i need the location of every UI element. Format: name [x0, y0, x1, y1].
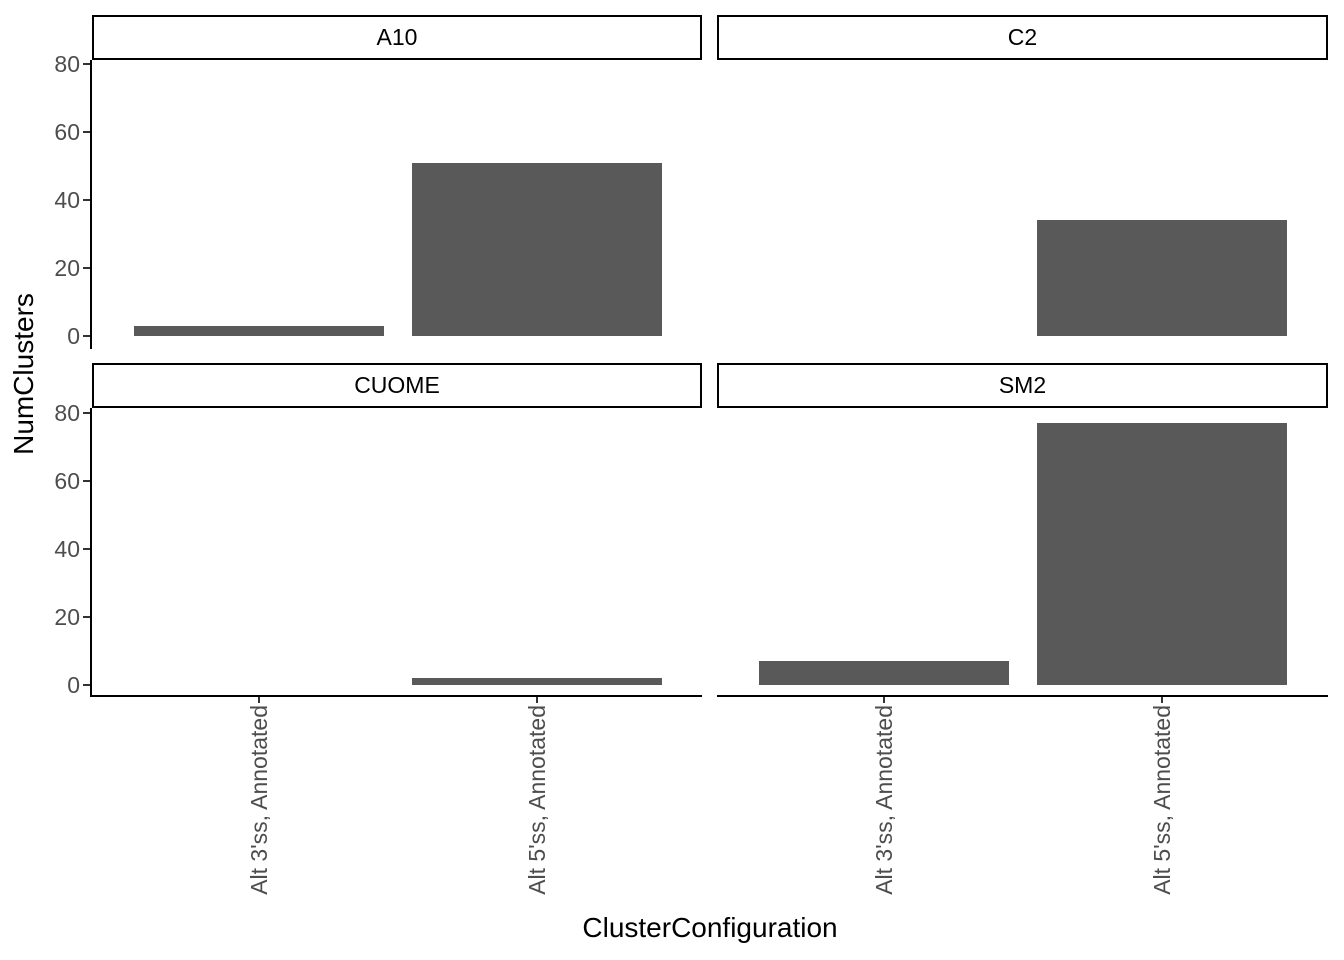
y-tick-label: 40 [54, 187, 80, 213]
bar-a10-alt-3-ss-annotated [134, 325, 384, 336]
facet-strip-a10: A10 [92, 15, 702, 60]
facet-strip-label: SM2 [998, 372, 1047, 398]
y-tick-label: 80 [54, 400, 80, 426]
facet-strip-label: CUOME [354, 372, 440, 398]
y-tick-label: 80 [54, 51, 80, 77]
y-tick-mark [82, 130, 90, 134]
y-tick-label: 0 [67, 672, 80, 698]
x-tick-label-alt-3-ss-annotated: Alt 3'ss, Annotated [246, 705, 272, 895]
facet-strip-label: A10 [376, 24, 418, 50]
y-tick-label: 20 [54, 255, 80, 281]
x-axis-line [89, 694, 702, 697]
x-tick-mark [257, 697, 261, 703]
y-tick-mark [82, 615, 90, 619]
x-tick-label-alt-5-ss-annotated: Alt 5'ss, Annotated [524, 705, 550, 895]
y-axis-line [89, 60, 92, 349]
bar-cuome-alt-5-ss-annotated [412, 678, 662, 685]
y-tick-mark [82, 62, 90, 66]
y-tick-mark [82, 334, 90, 338]
y-tick-label: 40 [54, 536, 80, 562]
facet-strip-label: C2 [1007, 24, 1038, 50]
facet-strip-sm2: SM2 [717, 363, 1328, 408]
x-tick-mark [882, 697, 886, 703]
y-tick-label: 0 [67, 323, 80, 349]
facet-strip-c2: C2 [717, 15, 1328, 60]
y-tick-label: 60 [54, 119, 80, 145]
y-tick-mark [82, 547, 90, 551]
x-axis-title: ClusterConfiguration [582, 912, 838, 943]
bar-c2-alt-5-ss-annotated [1037, 220, 1287, 336]
y-tick-label: 20 [54, 604, 80, 630]
facet-panel-cuome [92, 408, 702, 697]
bar-sm2-alt-5-ss-annotated [1037, 423, 1287, 685]
y-tick-mark [82, 479, 90, 483]
x-tick-label-alt-5-ss-annotated: Alt 5'ss, Annotated [1149, 705, 1175, 895]
y-tick-mark [82, 266, 90, 270]
x-axis-line [717, 694, 1328, 697]
x-tick-mark [1160, 697, 1164, 703]
bar-sm2-alt-3-ss-annotated [759, 661, 1009, 685]
facet-strip-cuome: CUOME [92, 363, 702, 408]
y-tick-mark [82, 683, 90, 687]
y-tick-mark [82, 198, 90, 202]
y-tick-mark [82, 411, 90, 415]
x-tick-mark [535, 697, 539, 703]
bar-a10-alt-5-ss-annotated [412, 162, 662, 336]
y-tick-label: 60 [54, 468, 80, 494]
y-axis-line [89, 408, 92, 697]
x-tick-label-alt-3-ss-annotated: Alt 3'ss, Annotated [871, 705, 897, 895]
y-axis-title: NumClusters [8, 293, 39, 455]
